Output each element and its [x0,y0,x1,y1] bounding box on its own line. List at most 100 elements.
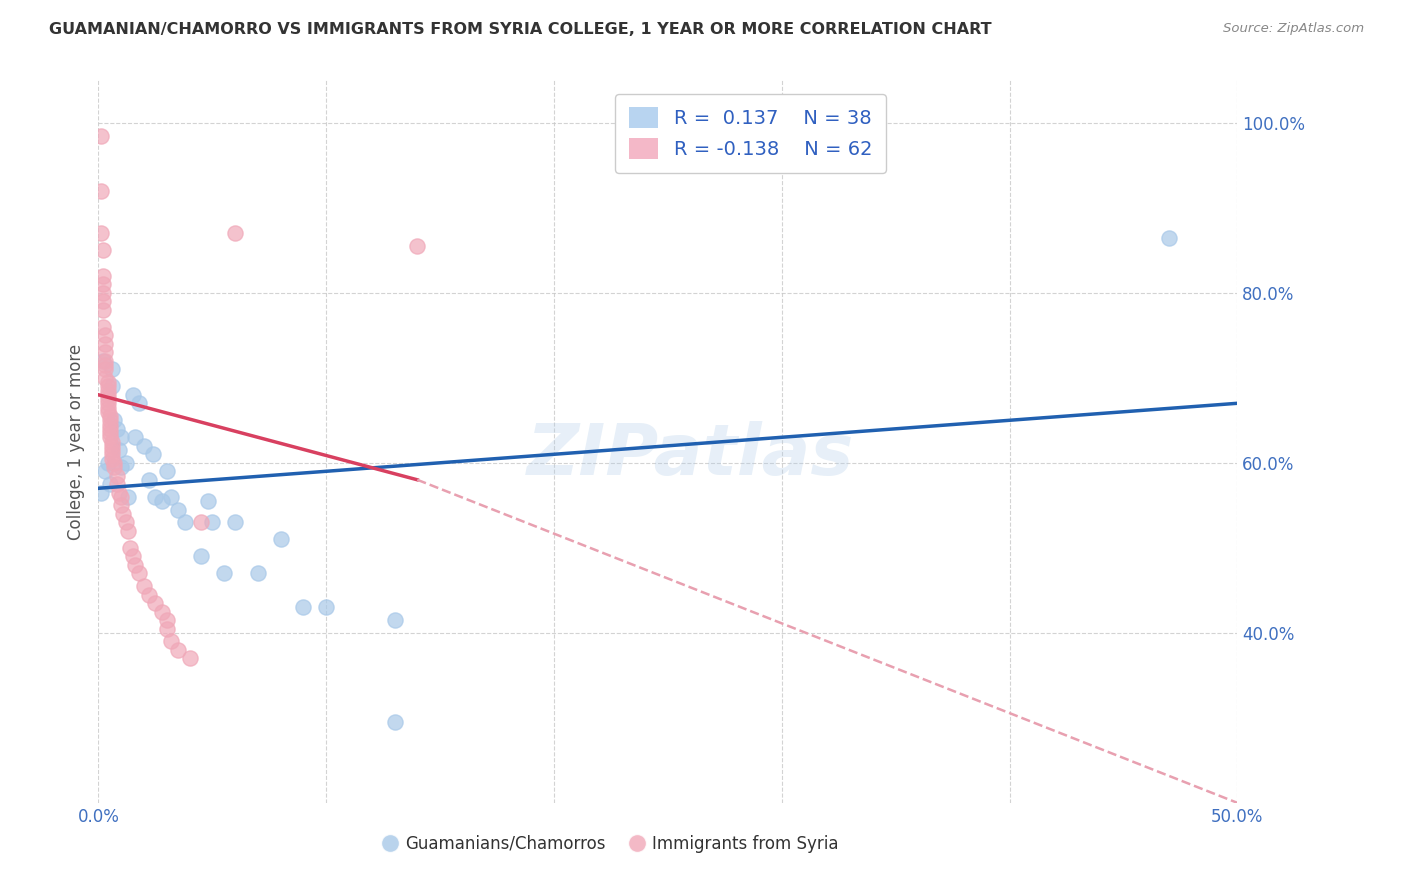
Point [292,600,315,615]
Point [103,456,125,470]
Point [315,600,337,615]
Point [138,588,160,602]
Point [142,447,165,461]
Point [108,485,131,500]
Point [91,277,114,292]
Point [98,477,121,491]
Point [150,605,173,619]
Point [96,392,118,406]
Point [91,285,114,300]
Point [98,409,121,423]
Point [156,622,179,636]
Point [94,345,117,359]
Point [90,485,112,500]
Point [96,401,118,415]
Text: Source: ZipAtlas.com: Source: ZipAtlas.com [1223,22,1364,36]
Point [124,558,146,572]
Point [90,128,112,143]
Point [91,302,114,317]
Point [201,516,224,530]
Text: GUAMANIAN/CHAMORRO VS IMMIGRANTS FROM SYRIA COLLEGE, 1 YEAR OR MORE CORRELATION : GUAMANIAN/CHAMORRO VS IMMIGRANTS FROM SY… [49,22,991,37]
Point [105,477,128,491]
Point [120,541,142,555]
Point [96,375,118,389]
Point [101,451,124,466]
Point [94,464,117,478]
Point [190,516,212,530]
Point [117,524,139,538]
Point [98,425,121,440]
Point [90,184,112,198]
Point [101,379,124,393]
Point [121,388,143,402]
Point [91,244,114,258]
Point [160,490,183,504]
Point [98,422,121,436]
Point [145,596,167,610]
Point [179,651,201,665]
Point [101,434,124,449]
Point [270,533,292,547]
Point [101,443,124,458]
Point [98,413,121,427]
Point [121,549,143,564]
Point [90,227,112,241]
Point [94,353,117,368]
Point [96,456,118,470]
Point [94,371,117,385]
Point [384,714,406,729]
Point [91,319,114,334]
Point [94,358,117,372]
Point [138,473,160,487]
Point [128,396,150,410]
Point [132,439,155,453]
Y-axis label: College, 1 year or more: College, 1 year or more [66,343,84,540]
Point [114,516,136,530]
Point [124,430,146,444]
Point [94,362,117,376]
Point [96,384,118,398]
Point [212,566,235,581]
Point [128,566,150,581]
Point [160,634,183,648]
Point [98,417,121,432]
Point [103,460,125,475]
Point [91,353,114,368]
Point [110,498,132,512]
Point [384,613,406,627]
Point [103,413,125,427]
Point [105,422,128,436]
Point [101,362,124,376]
Point [150,494,173,508]
Point [197,494,219,508]
Text: ZIPatlas: ZIPatlas [527,422,855,491]
Point [145,490,167,504]
Point [101,447,124,461]
Point [110,490,132,504]
Point [112,507,135,521]
Point [98,430,121,444]
Point [1157,230,1180,244]
Point [96,388,118,402]
Point [167,642,190,657]
Point [108,443,131,458]
Point [114,456,136,470]
Point [156,613,179,627]
Legend: Guamanians/Chamorros, Immigrants from Syria: Guamanians/Chamorros, Immigrants from Sy… [377,828,845,860]
Point [91,294,114,309]
Point [96,405,118,419]
Point [190,549,212,564]
Point [94,336,117,351]
Point [91,268,114,283]
Point [110,460,132,475]
Point [174,516,197,530]
Point [110,430,132,444]
Point [224,227,246,241]
Point [224,516,246,530]
Point [96,379,118,393]
Point [406,239,429,253]
Point [96,396,118,410]
Point [105,468,128,483]
Point [167,502,190,516]
Point [132,579,155,593]
